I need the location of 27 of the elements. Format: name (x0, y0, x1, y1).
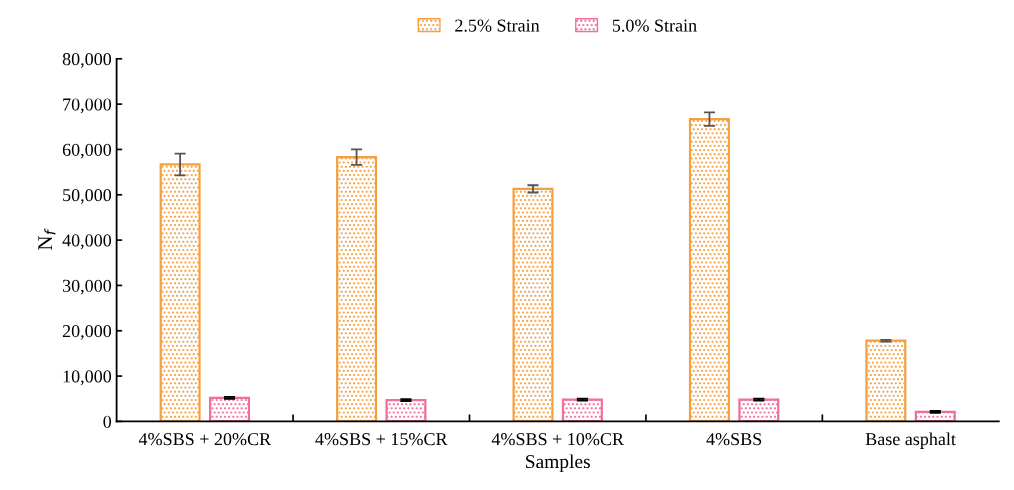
legend-label: 5.0% Strain (612, 19, 697, 32)
bar (159, 163, 201, 422)
x-axis-title: Samples (526, 454, 590, 473)
x-tick-label: 4%SBS + 20%CR (138, 433, 272, 446)
y-tick-label: 10,000 (63, 370, 112, 386)
bar (336, 156, 378, 422)
bar (561, 398, 603, 422)
bar (738, 398, 780, 422)
legend-label: 2.5% Strain (455, 19, 540, 32)
y-axis-title: N$_{f}$ (38, 228, 56, 251)
y-tick-label: 70,000 (63, 98, 112, 114)
y-tick-label: 20,000 (62, 325, 112, 340)
y-tick-label: 80,000 (62, 53, 112, 68)
y-tick-label: 40,000 (62, 234, 112, 250)
bar (209, 396, 251, 422)
y-tick-label: 0 (103, 415, 112, 428)
y-tick-label: 50,000 (63, 189, 112, 204)
x-tick-label: Base asphalt (865, 432, 956, 449)
y-tick-label: 30,000 (62, 279, 112, 295)
x-tick-label: 4%SBS + 15%CR (315, 433, 448, 446)
bar (385, 398, 427, 422)
x-tick-label: 4%SBS (706, 433, 762, 446)
bar (512, 187, 554, 422)
bar (688, 117, 730, 422)
y-tick-label: 60,000 (62, 143, 112, 159)
bar (865, 339, 907, 422)
x-tick-label: 4%SBS + 10%CR (491, 433, 624, 446)
